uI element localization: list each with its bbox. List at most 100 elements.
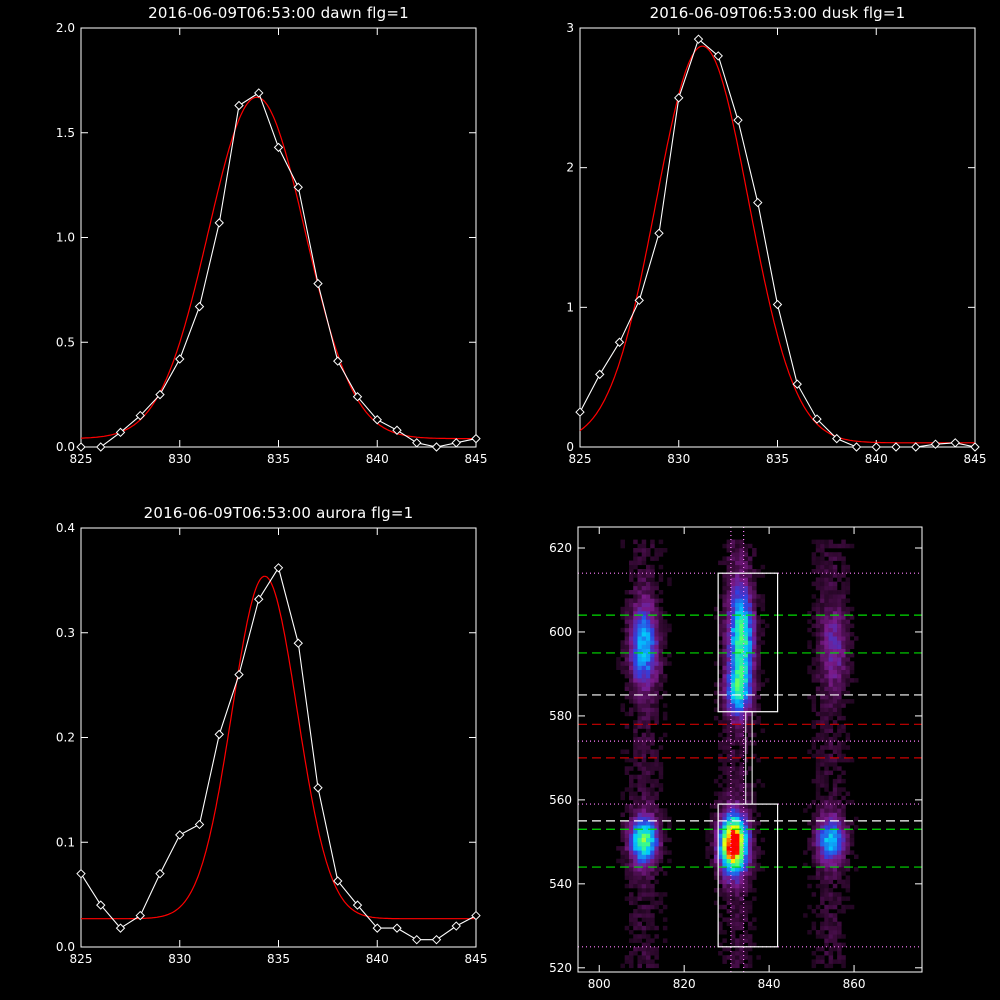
heatmap-cell [705, 846, 710, 851]
heatmap-cell [633, 946, 638, 952]
heatmap-cell [616, 657, 621, 662]
heatmap-cell [845, 858, 851, 864]
heatmap-cell [760, 850, 766, 855]
heatmap-cell [650, 556, 655, 561]
heatmap-cell [620, 825, 625, 830]
heatmap-cell [820, 850, 825, 855]
heatmap-cell [841, 573, 846, 578]
heatmap-cell [811, 615, 817, 620]
heatmap-cell [650, 640, 655, 645]
aurora-data-point [214, 729, 224, 740]
heatmap-cell [641, 942, 647, 948]
heatmap-cell [828, 682, 834, 687]
heatmap-cell [735, 543, 740, 549]
heatmap-cell [811, 875, 817, 880]
heatmap-cell [756, 757, 761, 763]
heatmap-cell [654, 963, 659, 969]
heatmap-cell [820, 858, 825, 864]
heatmap-cell [828, 858, 834, 864]
heatmap-cell [747, 573, 753, 578]
heatmap-cell [752, 686, 757, 691]
heatmap-cell [828, 673, 834, 679]
heatmap-cell [743, 640, 749, 645]
heatmap-cell [739, 556, 744, 561]
heatmap-cell [641, 959, 647, 964]
heatmap-cell [654, 703, 659, 708]
heatmap-cell [824, 745, 829, 750]
heatmap-connector-box [745, 711, 753, 805]
heatmap-cell [637, 808, 642, 813]
heatmap-cell [743, 883, 749, 889]
heatmap-cell [832, 921, 838, 927]
heatmap-cell [743, 875, 749, 880]
heatmap-cell [824, 539, 829, 545]
heatmap-cell [811, 539, 817, 545]
heatmap-cell [633, 858, 638, 864]
heatmap-cell [722, 930, 727, 935]
heatmap-cell [620, 791, 625, 796]
heatmap-cell [820, 598, 825, 603]
heatmap-cell [718, 791, 723, 796]
heatmap-cell [730, 615, 736, 620]
heatmap-cell [641, 795, 647, 801]
heatmap-cell [828, 745, 834, 750]
heatmap-cell [633, 694, 638, 700]
heatmap-cell [739, 879, 744, 885]
heatmap-cell [629, 900, 634, 906]
heatmap-cell [722, 854, 727, 859]
heatmap-cell [722, 946, 727, 952]
heatmap-cell [739, 904, 744, 910]
heatmap-cell [658, 766, 664, 771]
heatmap-cell [646, 665, 651, 670]
heatmap-cell [722, 652, 727, 658]
heatmap-cell [650, 799, 655, 805]
heatmap-cell [743, 552, 749, 557]
heatmap-cell [756, 669, 761, 675]
heatmap-cell [730, 632, 736, 637]
heatmap-cell [662, 837, 668, 843]
heatmap-cell [752, 804, 757, 809]
heatmap-cell [726, 556, 732, 561]
heatmap-cell [828, 959, 834, 964]
heatmap-cell [629, 661, 634, 666]
heatmap-cell [718, 627, 723, 633]
heatmap-cell [815, 623, 821, 629]
heatmap-cell [658, 577, 664, 582]
heatmap-cell [637, 904, 642, 910]
heatmap-cell [629, 632, 634, 637]
heatmap-cell [722, 812, 727, 817]
heatmap-cell [620, 846, 625, 851]
heatmap-cell [722, 699, 727, 704]
heatmap-cell [637, 673, 642, 679]
heatmap-cell [820, 564, 825, 570]
heatmap-cell [820, 715, 825, 721]
aurora-ytick-label: 0.3 [56, 626, 75, 640]
heatmap-cell [629, 841, 634, 847]
heatmap-cell [828, 543, 834, 549]
aurora-xtick-label: 845 [465, 952, 488, 966]
heatmap-cell [654, 636, 659, 641]
heatmap-cell [845, 606, 851, 612]
heatmap-cell [641, 888, 647, 893]
heatmap-cell [624, 673, 630, 679]
heatmap-cell [760, 682, 766, 687]
heatmap-cell [629, 862, 634, 868]
heatmap-cell [658, 736, 664, 742]
heatmap-cell [658, 896, 664, 901]
heatmap-cell [828, 615, 834, 620]
heatmap-cell [832, 711, 838, 717]
heatmap-cell [735, 799, 740, 805]
heatmap-cell [641, 539, 647, 545]
heatmap-cell [837, 611, 842, 616]
heatmap-cell [845, 611, 851, 616]
dawn-data-point [451, 438, 461, 448]
heatmap-cell [815, 783, 821, 788]
heatmap-cell [629, 917, 634, 922]
heatmap-cell [629, 816, 634, 822]
heatmap-cell [815, 732, 821, 738]
heatmap-cell [845, 615, 851, 620]
heatmap-cell [654, 900, 659, 906]
heatmap-cell [637, 636, 642, 641]
heatmap-cell [713, 778, 719, 784]
heatmap-cell [633, 585, 638, 591]
